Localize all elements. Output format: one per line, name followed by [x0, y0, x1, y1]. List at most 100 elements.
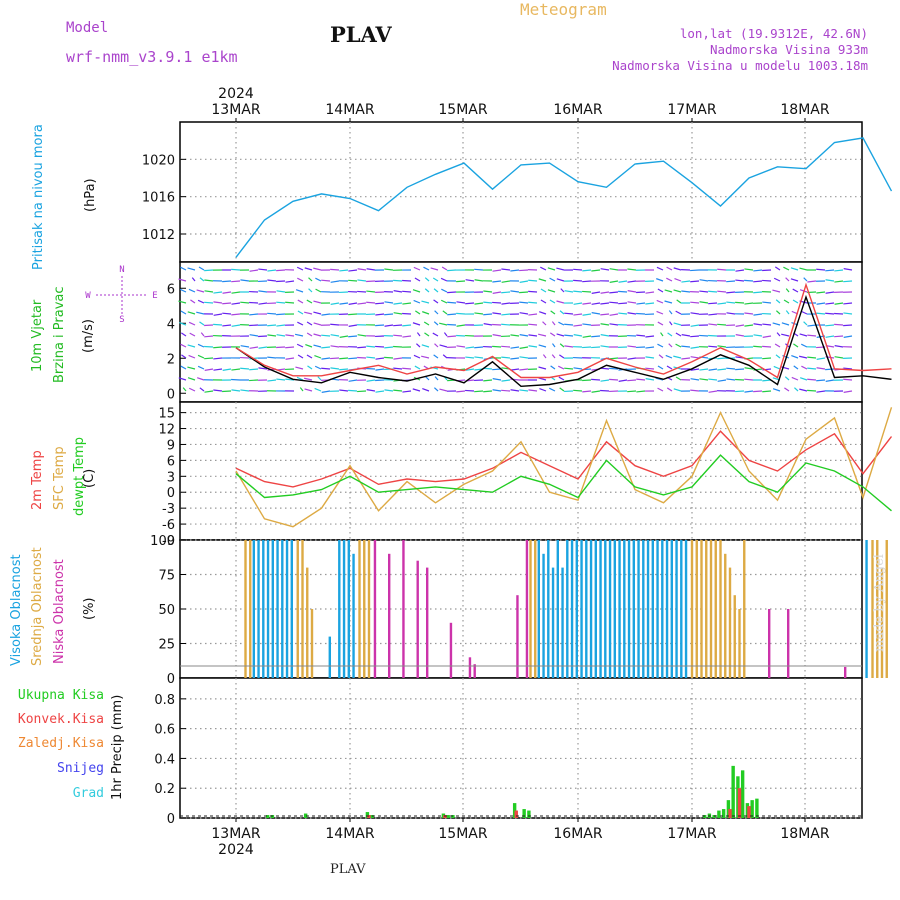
- wind-arrow: [794, 387, 799, 392]
- wind-arrow: [199, 387, 205, 392]
- wind-arrow: [843, 280, 853, 283]
- wind-arrow: [834, 302, 844, 305]
- wind-arrow: [425, 376, 430, 381]
- wind-arrow: [573, 279, 583, 282]
- wind-arrow: [657, 321, 664, 326]
- wind-arrow: [542, 354, 547, 359]
- wind-arrow: [803, 321, 808, 326]
- wind-arrow: [699, 301, 709, 304]
- wind-arrow: [188, 288, 196, 293]
- wind-arrow: [465, 346, 475, 349]
- wind-arrow: [339, 269, 349, 272]
- wind-arrow: [735, 324, 745, 327]
- wind-arrow: [538, 344, 547, 348]
- bar-clouds-0: [566, 540, 569, 678]
- bar-clouds-0: [276, 540, 279, 678]
- wind-arrow: [276, 313, 286, 316]
- wind-arrow: [627, 312, 637, 315]
- wind-arrow: [413, 299, 421, 304]
- wind-arrow: [673, 322, 682, 326]
- wind-arrow: [538, 333, 547, 337]
- wind-arrow: [825, 302, 835, 305]
- wind-arrow: [348, 269, 358, 272]
- wind-arrow: [267, 379, 277, 382]
- wind-arrow: [492, 334, 502, 337]
- wind-arrow: [609, 367, 619, 370]
- wind-arrow: [456, 390, 466, 393]
- wind-arrow: [717, 357, 727, 360]
- wind-arrow: [315, 288, 322, 293]
- wind-arrow: [213, 357, 223, 360]
- wind-arrow: [276, 334, 286, 337]
- bar-clouds-1: [728, 567, 732, 678]
- wind-arrow: [573, 268, 583, 271]
- wind-arrow: [528, 323, 538, 326]
- bar-precipitation-0: [365, 812, 370, 818]
- wind-arrow: [384, 268, 394, 271]
- wind-arrow: [501, 313, 511, 316]
- wind-arrow: [231, 268, 241, 271]
- station-title: PLAV: [330, 22, 392, 47]
- wind-arrow: [222, 291, 232, 294]
- wind-arrow: [180, 343, 187, 348]
- bar-clouds-0: [604, 540, 607, 678]
- wind-arrow: [708, 345, 718, 348]
- wind-arrow: [627, 357, 637, 360]
- wind-arrow: [240, 279, 250, 282]
- wind-arrow: [591, 390, 601, 393]
- wind-arrow: [791, 355, 799, 359]
- wind-arrow: [627, 390, 637, 393]
- wind-arrow: [547, 289, 556, 293]
- wind-arrow: [231, 389, 241, 392]
- bar-clouds-0: [656, 540, 659, 678]
- wind-arrow: [690, 280, 700, 283]
- wind-arrow: [834, 323, 844, 326]
- wind-arrow: [304, 311, 313, 315]
- wind-arrow: [834, 280, 844, 283]
- bottom-day-label: 17MAR: [667, 826, 716, 842]
- wind-arrow: [330, 323, 340, 326]
- wind-arrow: [422, 388, 430, 392]
- y-tick-label: 2: [167, 352, 175, 367]
- wind-arrow: [357, 279, 367, 282]
- wind-arrow: [432, 277, 439, 282]
- wind-arrow: [433, 321, 439, 326]
- bar-precipitation-0: [740, 770, 745, 818]
- wind-arrow: [549, 332, 556, 337]
- wind-arrow: [609, 378, 619, 381]
- wind-arrow: [799, 388, 808, 392]
- bar-clouds-0: [608, 540, 612, 678]
- wind-arrow: [657, 343, 664, 348]
- wind-arrow: [799, 333, 808, 337]
- top-day-label: 14MAR: [325, 102, 374, 118]
- wind-arrow: [708, 290, 718, 293]
- wind-arrow: [762, 335, 772, 338]
- bar-clouds-0: [285, 540, 289, 678]
- wind-arrow: [699, 279, 709, 282]
- bar-clouds-0: [537, 540, 540, 678]
- wind-arrow: [456, 334, 466, 337]
- wind-arrow: [645, 302, 655, 305]
- bar-clouds-1: [367, 540, 371, 678]
- wind-arrow: [807, 367, 817, 370]
- wind-arrow: [834, 269, 844, 272]
- wind-arrow: [726, 367, 736, 370]
- wind-arrow: [222, 302, 232, 305]
- wind-arrow: [330, 302, 340, 305]
- y-tick-label: 1012: [142, 228, 175, 243]
- bar-clouds-0: [281, 540, 284, 678]
- bar-precipitation-0: [702, 815, 707, 818]
- wind-arrow: [657, 288, 664, 293]
- wind-arrow: [807, 334, 817, 337]
- bar-precipitation-0: [717, 810, 721, 818]
- wind-arrow: [258, 302, 268, 305]
- wind-arrow: [843, 367, 853, 370]
- wind-arrow: [321, 367, 331, 370]
- wind-arrow: [258, 346, 268, 349]
- wind-arrow: [402, 390, 412, 393]
- wind-arrow: [792, 288, 799, 293]
- wind-arrow: [781, 333, 790, 337]
- wind-arrow: [573, 290, 583, 293]
- wind-arrow: [196, 377, 205, 381]
- wind-arrow: [717, 268, 727, 271]
